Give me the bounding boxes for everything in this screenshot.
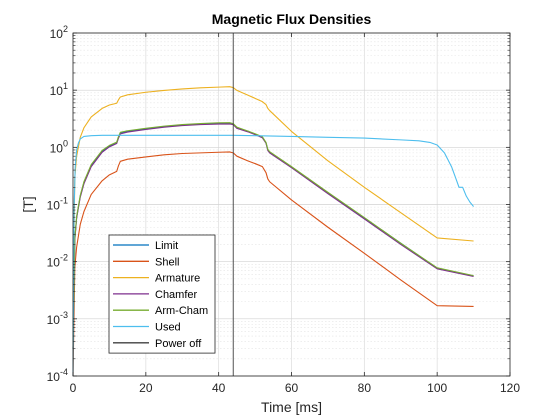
x-tick-label: 80 <box>358 381 372 395</box>
x-tick-label: 20 <box>139 381 153 395</box>
y-tick-label: 102 <box>50 24 68 41</box>
series-line-chamfer <box>72 123 474 349</box>
y-tick-label: 10-3 <box>47 310 68 327</box>
y-tick-label: 10-4 <box>47 367 68 384</box>
legend-label: Armature <box>155 273 200 285</box>
y-tick-label: 10-2 <box>47 253 68 270</box>
x-tick-label: 100 <box>427 381 447 395</box>
y-tick-label: 101 <box>50 81 68 98</box>
legend-label: Used <box>155 322 181 334</box>
x-tick-label: 0 <box>70 381 77 395</box>
series-line-used <box>72 134 475 377</box>
legend-label: Shell <box>155 256 179 268</box>
x-axis-label: Time [ms] <box>261 399 322 415</box>
series-line-shell <box>72 151 474 377</box>
y-axis-label: [T] <box>20 196 36 212</box>
series-line-arm-cham <box>72 122 474 349</box>
legend-label: Power off <box>155 338 202 350</box>
x-tick-label: 120 <box>500 381 520 395</box>
chart-title: Magnetic Flux Densities <box>212 11 372 27</box>
axis-ticks: 0 20 40 60 80 100 120 10-4 10-3 10-2 10-1 100 101 102 <box>47 24 521 395</box>
legend-label: Chamfer <box>155 289 198 301</box>
legend: Limit Shell Armature Chamfer Arm-Cham Used Pow… <box>108 234 216 354</box>
y-tick-label: 100 <box>50 138 68 155</box>
x-tick-label: 60 <box>285 381 299 395</box>
series-line-armature <box>72 86 474 302</box>
y-tick-label: 10-1 <box>47 196 68 213</box>
series-lines <box>72 33 475 377</box>
legend-label: Arm-Cham <box>155 305 208 317</box>
legend-label: Limit <box>155 240 178 252</box>
x-tick-label: 40 <box>212 381 226 395</box>
